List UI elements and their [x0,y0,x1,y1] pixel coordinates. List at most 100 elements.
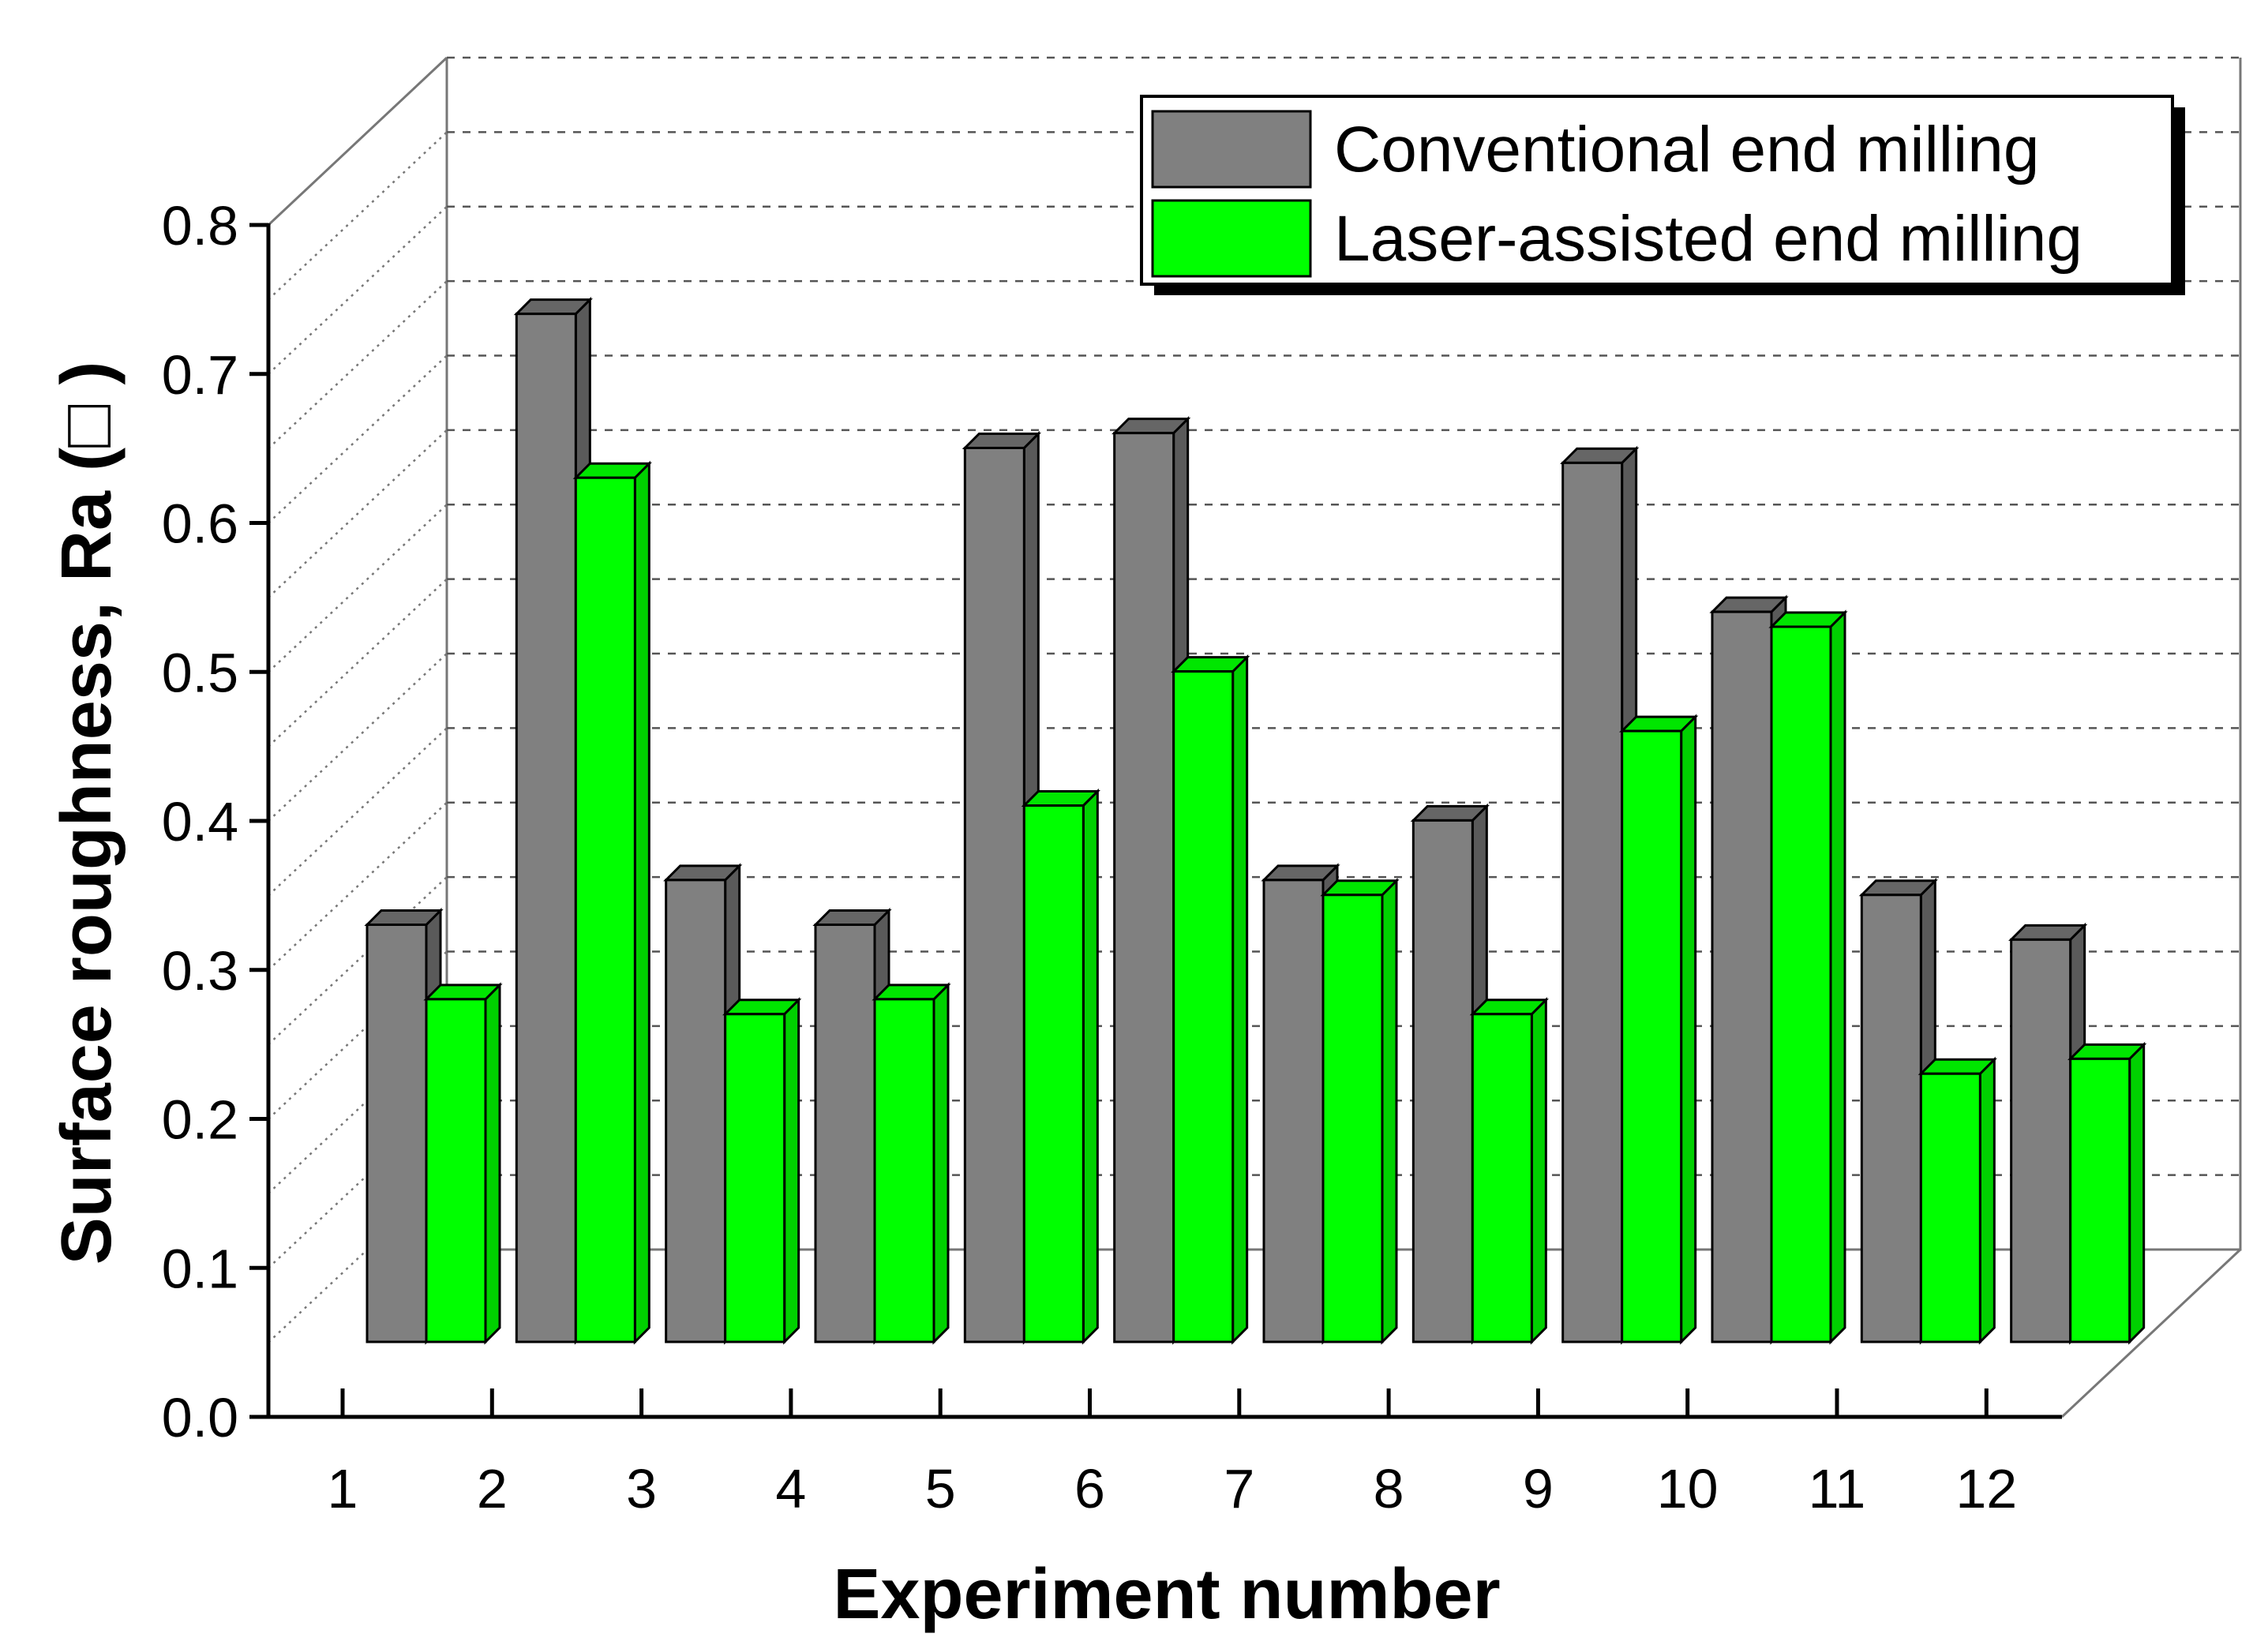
bar-laser-assisted-exp-4-top [872,984,951,1001]
x-tick-label: 12 [1955,1458,2017,1519]
bar-conventional-exp-8 [1410,803,1490,1345]
y-tick-label: 0.8 [162,195,238,257]
bar-laser-assisted-exp-3 [722,997,802,1345]
bar-laser-assisted-exp-4-front [873,998,935,1343]
bar-laser-assisted-exp-11 [1917,1056,1997,1345]
bar-laser-assisted-exp-12 [2067,1041,2147,1345]
bar-conventional-exp-8-front [1411,819,1474,1343]
bar-laser-assisted-exp-6 [1171,654,1250,1345]
depth-grid-line [268,1100,448,1269]
bar-laser-assisted-exp-2 [572,460,652,1345]
bar-laser-assisted-exp-9-front [1621,729,1683,1343]
bar-laser-assisted-exp-7-front [1321,894,1384,1343]
bar-conventional-exp-9-front [1561,461,1624,1343]
bar-conventional-exp-2-top [513,298,593,316]
bar-conventional-exp-6-top [1112,418,1191,435]
bar-conventional-exp-3-front [665,879,727,1343]
bar-conventional-exp-8-top [1410,804,1490,822]
bar-conventional-exp-4-front [814,924,876,1343]
bar-laser-assisted-exp-12-front [2069,1057,2131,1343]
x-tick-label: 8 [1374,1458,1404,1519]
bar-laser-assisted-exp-12-side [2128,1041,2146,1345]
x-tick-label: 7 [1224,1458,1254,1519]
depth-grid-line [268,1174,448,1343]
bar-laser-assisted-exp-11-side [1978,1056,1996,1345]
bar-laser-assisted-exp-2-front [574,476,636,1343]
bar-laser-assisted-exp-1-top [423,984,503,1001]
legend-swatch-laser-assisted [1151,199,1312,278]
bar-laser-assisted-exp-1-front [425,998,487,1343]
bar-conventional-exp-5-top [962,433,1041,449]
bar-laser-assisted-exp-10-side [1829,609,1846,1345]
x-tick-label: 10 [1657,1458,1719,1519]
bar-laser-assisted-exp-8-top [1469,999,1549,1016]
bar-conventional-exp-10-front [1711,610,1773,1343]
x-tick-label: 6 [1074,1458,1105,1519]
depth-grid-line [268,280,448,450]
bar-laser-assisted-exp-4 [872,982,951,1345]
depth-grid-line [268,727,448,897]
bar-laser-assisted-exp-1 [423,982,503,1345]
bar-laser-assisted-exp-7-side [1381,878,1398,1345]
bar-laser-assisted-exp-7 [1320,878,1400,1345]
depth-grid-line [268,205,448,375]
y-tick-label: 0.1 [162,1238,238,1299]
bar-laser-assisted-exp-5-side [1082,788,1099,1345]
y-tick-label: 0.0 [162,1387,238,1448]
bar-laser-assisted-exp-8-front [1471,1013,1533,1343]
bar-conventional-exp-7 [1261,863,1340,1345]
legend-box [1140,95,2174,286]
bar-conventional-exp-11-front [1860,894,1922,1343]
y-axis-title: Surface roughness, Ra (□ ) [47,362,126,1265]
grid-lines [268,56,2240,1343]
y-tick-label: 0.4 [162,791,238,852]
depth-grid-line [268,578,448,748]
bar-conventional-exp-5 [962,430,1041,1345]
depth-grid-line [268,429,448,598]
depth-edge-floor-right [2060,1248,2242,1418]
bar-laser-assisted-exp-2-top [572,462,652,479]
x-tick-label: 3 [626,1458,657,1519]
x-tick-label: 2 [477,1458,508,1519]
bar-conventional-exp-6-front [1113,432,1175,1343]
bar-laser-assisted-exp-10-top [1768,611,1848,628]
depth-grid-line [268,504,448,673]
depth-grid-line [268,57,448,226]
bar-laser-assisted-exp-7-top [1320,879,1400,897]
y-tick-label: 0.6 [162,493,238,555]
bar-conventional-exp-9 [1560,445,1640,1345]
legend-swatch-conventional [1151,110,1312,189]
bar-conventional-exp-12-front [2010,938,2072,1343]
legend-label-conventional: Conventional end milling [1334,114,2039,185]
bar-conventional-exp-9-top [1560,447,1640,464]
x-axis-ticks: 1 2 3 4 5 6 7 8 9 10 11 12 [328,1388,2017,1519]
bar-laser-assisted-exp-12-top [2067,1043,2147,1060]
x-tick-label: 5 [925,1458,956,1519]
bar-laser-assisted-exp-11-top [1917,1058,1997,1075]
x-tick-label: 9 [1523,1458,1554,1519]
x-tick-label: 11 [1809,1458,1866,1519]
depth-grid-line [268,1025,448,1194]
x-tick-label: 1 [328,1458,358,1519]
bar-laser-assisted-exp-9-top [1619,715,1699,733]
legend-label-laser-assisted: Laser-assisted end milling [1334,203,2082,275]
bar-laser-assisted-exp-6-top [1171,656,1250,673]
bar-laser-assisted-exp-6-front [1172,670,1235,1343]
bar-conventional-exp-7-front [1262,879,1325,1343]
bar-laser-assisted-exp-8-side [1530,997,1547,1345]
y-tick-label: 0.2 [162,1089,238,1151]
depth-grid-line [268,354,448,524]
bar-conventional-exp-10-top [1709,596,1789,613]
depth-grid-line [268,801,448,971]
y-tick-label: 0.3 [162,940,238,1002]
x-axis-title: Experiment number [833,1555,1500,1634]
y-axis-ticks: 0.0 0.1 0.2 0.3 0.4 0.5 0.6 0.7 0.8 [162,195,268,1448]
depth-grid-line [268,131,448,301]
bar-conventional-exp-2-front [515,313,577,1343]
bar-laser-assisted-exp-3-front [724,1013,786,1343]
bar-laser-assisted-exp-8 [1469,997,1549,1345]
bar-laser-assisted-exp-9 [1619,714,1699,1345]
depth-grid-line [268,876,448,1046]
bar-conventional-exp-7-top [1261,864,1340,882]
